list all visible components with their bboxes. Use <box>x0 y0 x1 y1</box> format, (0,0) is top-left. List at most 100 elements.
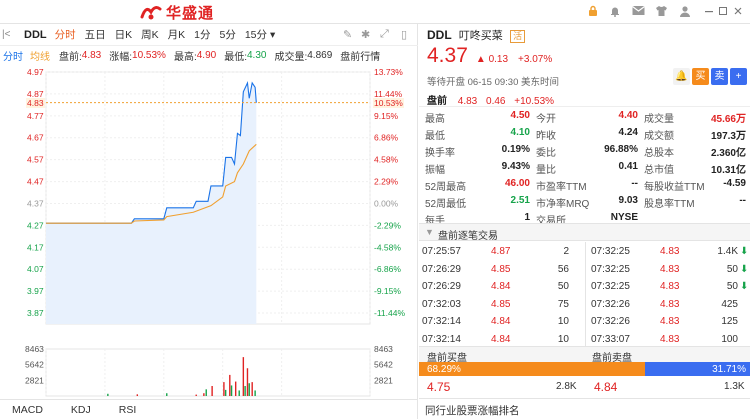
pencil-icon[interactable]: ✎ <box>343 29 353 41</box>
stat-label: 总市值 <box>644 165 674 176</box>
bid-title: 盘前买盘 <box>427 353 467 364</box>
trade-time: 07:32:25 <box>591 246 630 257</box>
y-tick-label: 4.27 <box>27 220 44 230</box>
indicator-tab[interactable]: RSI <box>118 403 137 416</box>
y-right-tick-label: -9.15% <box>374 286 401 296</box>
quote-header: DDL 叮咚买菜 活 <box>427 27 526 43</box>
price-change-pct: +3.07% <box>518 54 553 65</box>
chart-panel: |< DDL 分时 五日 日K 周K 月K 1分 5分 15分 ▾ ✎ ✱ ⤢ ▯ 分时 均… <box>0 24 418 419</box>
bid-bar <box>419 362 646 376</box>
price-line <box>46 80 257 224</box>
volume-bar <box>244 386 246 396</box>
buy-button[interactable]: 买 <box>692 68 709 85</box>
chart-info-bar: 分时 均线 盘前: 4.83 涨幅: 10.53% 最高: 4.90 最低: 4.30 … <box>0 46 418 64</box>
trade-time: 07:32:14 <box>422 316 461 327</box>
mail-icon[interactable] <box>631 5 645 19</box>
last-price: 4.37 <box>427 44 468 67</box>
trade-price: 4.85 <box>491 263 511 275</box>
market-status: 等待开盘 06-15 09:30 美东时间 <box>427 77 559 88</box>
ask-title: 盘前卖盘 <box>592 353 632 364</box>
period-tab[interactable]: 周K <box>141 29 159 41</box>
stat-label: 每股收益TTM <box>644 182 705 193</box>
logo-text: 华盛通 <box>166 4 215 22</box>
expand-icon[interactable]: ⤢ <box>380 28 389 40</box>
chart-symbol: DDL <box>24 28 47 41</box>
settings-icon[interactable]: ✱ <box>361 29 371 41</box>
up-arrow-icon: ▲ <box>475 54 489 65</box>
info-low-value: 4.30 <box>246 49 267 61</box>
indicator-tab[interactable]: MACD <box>12 403 43 416</box>
indicator-tab[interactable]: KDJ <box>70 403 91 416</box>
trade-volume: 125 <box>721 316 738 327</box>
trade-row: 07:26:29 4.85 56 07:32:25 4.83 50 ⬇ <box>419 260 750 278</box>
y-right-tick-label: -6.86% <box>374 264 401 274</box>
stat-value: 197.3万 <box>710 131 746 142</box>
volume-tick-label: 8463 <box>25 344 44 354</box>
stat-value: 4.10 <box>510 127 530 138</box>
shirt-icon[interactable] <box>654 5 668 19</box>
y-tick-label: 4.47 <box>27 177 44 187</box>
stat-row: 52周最低 2.51 市净率MRQ 9.03 股息率TTM -- <box>419 192 750 210</box>
period-tab[interactable]: 月K <box>167 29 186 41</box>
volume-bar <box>229 374 231 396</box>
sell-button[interactable]: 卖 <box>711 68 728 85</box>
user-icon[interactable] <box>678 5 692 19</box>
trade-price: 4.83 <box>660 316 680 327</box>
volume-right-tick-label: 2821 <box>374 375 393 385</box>
y-tick-label: 4.17 <box>27 242 44 252</box>
y-tick-label: 4.07 <box>27 264 44 274</box>
info-chg-label: 涨幅: <box>109 51 133 63</box>
stat-value: 10.31亿 <box>710 165 746 176</box>
info-vol-label: 成交量: <box>274 51 308 63</box>
stat-row: 52周最高 46.00 市盈率TTM -- 每股收益TTM -4.59 <box>419 175 750 193</box>
y-right-tick-label: 6.86% <box>374 133 399 143</box>
lock-icon[interactable] <box>586 5 600 19</box>
period-tab[interactable]: 五日 <box>84 29 106 41</box>
industry-rank[interactable]: 同行业股票涨幅排名 <box>419 398 750 419</box>
trade-time: 07:32:25 <box>591 281 630 292</box>
alert-button[interactable]: 🔔 <box>673 68 690 85</box>
stat-value: 9.03 <box>618 195 638 206</box>
top-bar: 华盛通 <box>0 0 750 24</box>
alert-bell-icon: 🔔 <box>675 71 688 82</box>
stat-label: 市净率MRQ <box>536 199 590 210</box>
interval-select-value: 15分 <box>244 29 268 41</box>
current-pct-tag: 10.53% <box>373 97 404 108</box>
stat-label: 成交额 <box>644 131 674 142</box>
trade-volume: 56 <box>557 263 569 275</box>
y-tick-label: 4.67 <box>27 133 44 143</box>
trade-row: 07:32:03 4.85 75 07:32:26 4.83 425 <box>419 295 750 313</box>
trade-time: 07:32:25 <box>591 263 630 275</box>
bell-icon[interactable] <box>608 5 622 19</box>
volume-bar <box>136 394 139 396</box>
period-tab[interactable]: 分时 <box>54 29 76 41</box>
stat-label: 今开 <box>536 114 556 125</box>
trade-volume: 10 <box>557 333 569 345</box>
add-watchlist-button[interactable]: + <box>730 68 747 85</box>
maximize-icon[interactable] <box>716 5 730 19</box>
period-tab[interactable]: 1分 <box>194 29 211 41</box>
period-tab[interactable]: 日K <box>114 29 133 41</box>
trade-time: 07:26:29 <box>422 281 461 292</box>
y-right-tick-label: -4.58% <box>374 242 401 252</box>
trades-divider <box>585 242 586 347</box>
panel-icon[interactable]: ▯ <box>401 29 408 41</box>
close-icon[interactable] <box>731 5 745 19</box>
minimize-icon[interactable] <box>702 5 716 19</box>
intraday-chart[interactable]: 4.97 13.73% 4.87 11.44% 4.77 9.15% 4.67 6.86% 4.… <box>0 64 418 399</box>
volume-bar <box>230 385 233 396</box>
collapse-icon[interactable]: |< <box>2 29 11 40</box>
pre-market-label[interactable]: 盘前行情 <box>340 51 381 63</box>
stat-row: 最低 4.10 昨收 4.24 成交额 197.3万 <box>419 124 750 142</box>
bid-pct: 68.29% <box>427 364 461 375</box>
volume-bar <box>195 394 197 396</box>
price-change-value: 0.13 <box>488 54 509 65</box>
volume-bar <box>246 368 249 396</box>
trade-volume: 50 <box>726 281 738 292</box>
trades-header[interactable]: ▼ 盘前逐笔交易 <box>419 223 750 242</box>
volume-bar <box>254 390 256 396</box>
period-tab[interactable]: 5分 <box>219 29 236 41</box>
interval-select[interactable]: 15分 ▾ <box>244 29 276 41</box>
trade-volume: 50 <box>726 263 738 275</box>
